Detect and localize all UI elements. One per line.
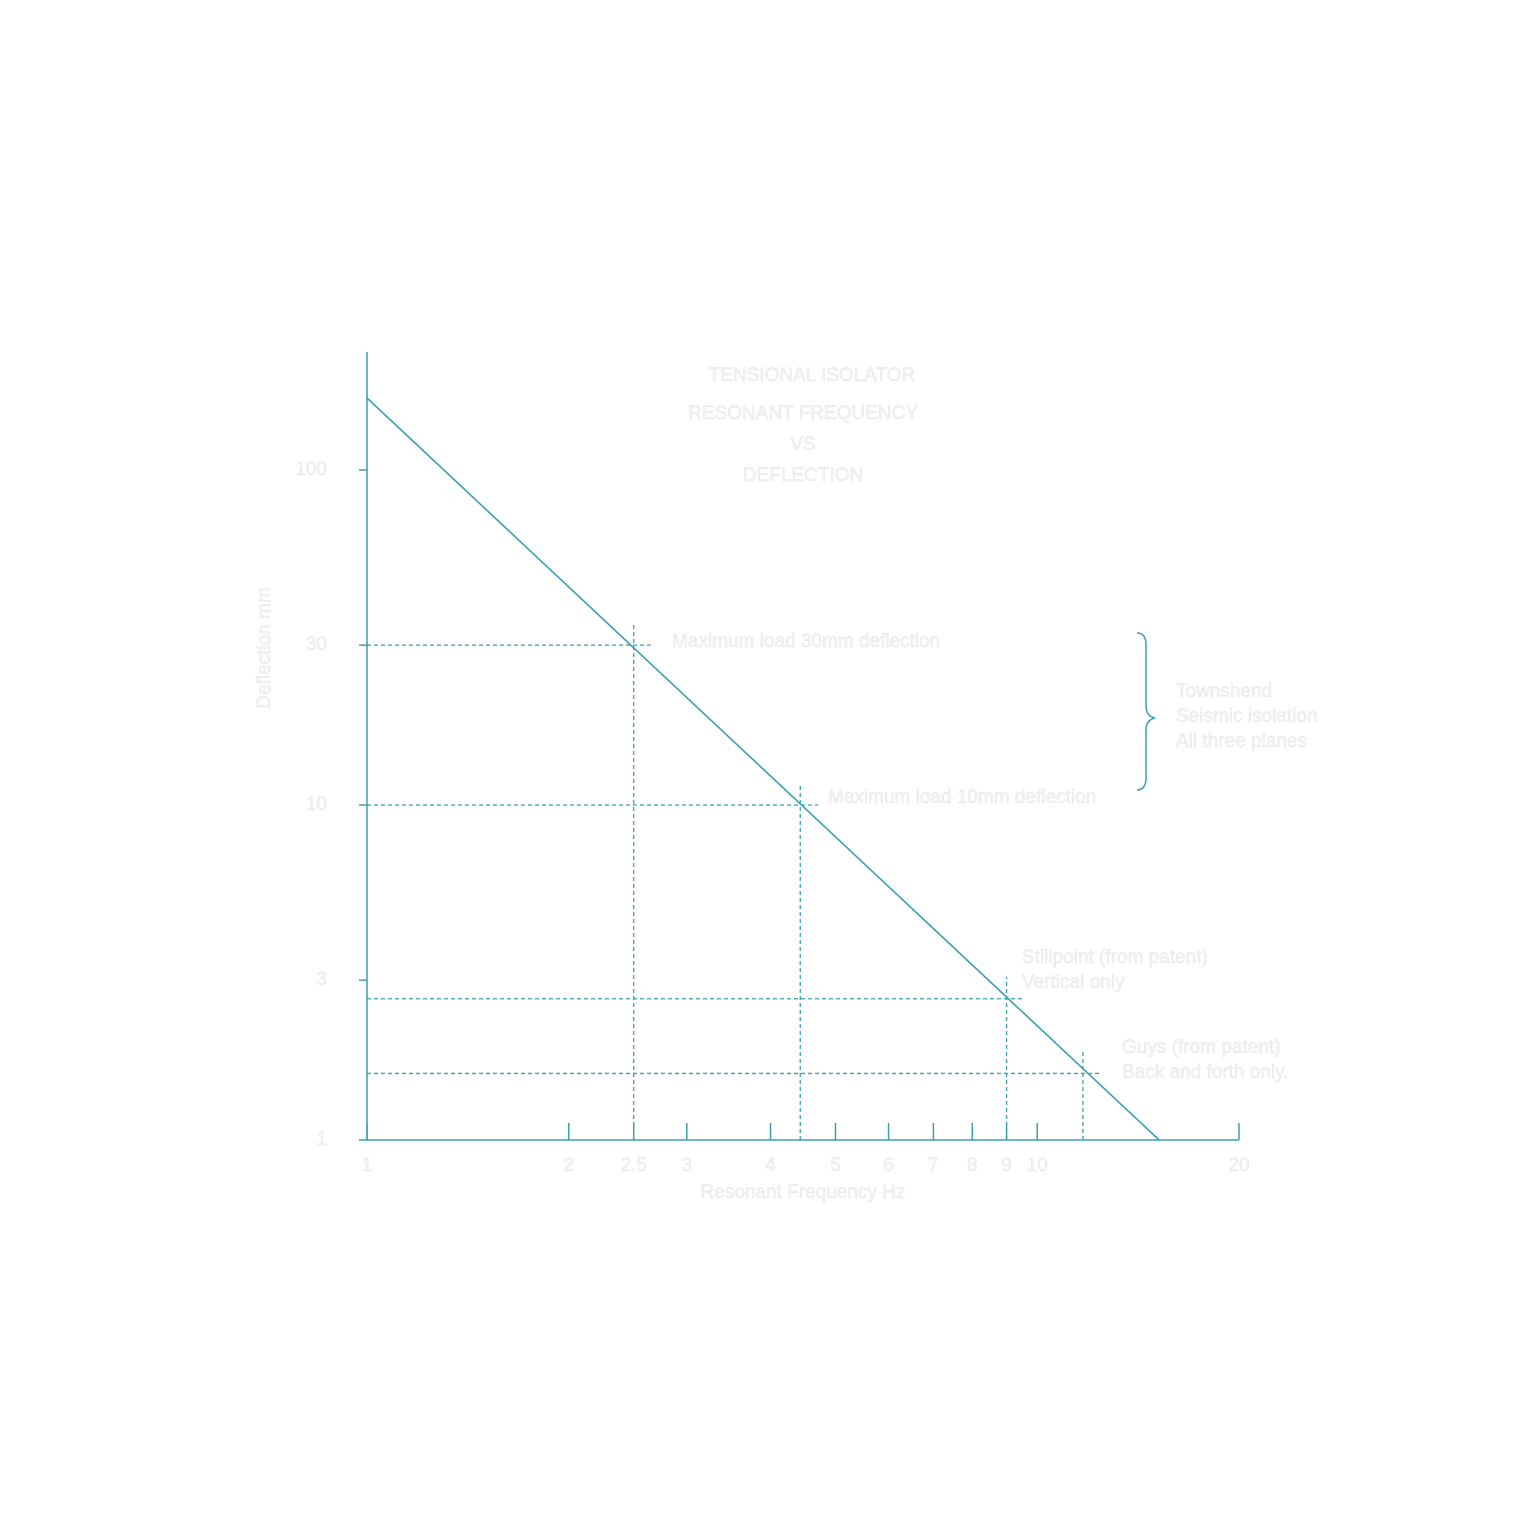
y-tick-label: 3 bbox=[316, 969, 327, 990]
y-tick-label: 30 bbox=[306, 634, 327, 655]
x-tick-label: 4 bbox=[765, 1155, 776, 1176]
chart-subtitle: DEFLECTION bbox=[743, 465, 863, 486]
chart-subtitle: VS bbox=[790, 434, 815, 455]
x-tick-label: 9 bbox=[1001, 1155, 1012, 1176]
x-axis-title: Resonant Frequency Hz bbox=[701, 1182, 906, 1203]
annotation: Guys (from patent) bbox=[1122, 1037, 1280, 1058]
x-tick-label: 3 bbox=[681, 1155, 692, 1176]
y-tick-label: 10 bbox=[306, 794, 327, 815]
annotation: Maximum load 30mm deflection bbox=[672, 631, 940, 652]
x-tick-label: 7 bbox=[928, 1155, 939, 1176]
x-tick-label: 5 bbox=[830, 1155, 841, 1176]
chart-subtitle: RESONANT FREQUENCY bbox=[688, 403, 918, 424]
x-tick-label: 8 bbox=[967, 1155, 978, 1176]
series-line bbox=[366, 397, 1160, 1141]
annotation: Maximum load 10mm deflection bbox=[828, 787, 1096, 808]
x-tick-label: 2.5 bbox=[621, 1155, 647, 1176]
brace bbox=[1136, 632, 1156, 791]
annotation: Townshend bbox=[1176, 681, 1272, 702]
x-tick-label: 1 bbox=[362, 1155, 373, 1176]
chart-title: TENSIONAL ISOLATOR bbox=[709, 365, 916, 386]
annotation: Stillpoint (from patent) bbox=[1022, 947, 1208, 968]
annotation: All three planes bbox=[1176, 731, 1307, 752]
y-axis-title: Deflection mm bbox=[254, 587, 275, 708]
y-tick-label: 1 bbox=[316, 1129, 327, 1150]
x-tick-label: 10 bbox=[1027, 1155, 1048, 1176]
annotation: Back and forth only. bbox=[1122, 1062, 1289, 1083]
y-tick-label: 100 bbox=[295, 459, 327, 480]
annotation: Seismic isolation bbox=[1176, 706, 1318, 727]
x-tick-label: 20 bbox=[1228, 1155, 1249, 1176]
annotation: Vertical only bbox=[1022, 972, 1125, 993]
x-tick-label: 6 bbox=[883, 1155, 894, 1176]
x-tick-label: 2 bbox=[563, 1155, 574, 1176]
